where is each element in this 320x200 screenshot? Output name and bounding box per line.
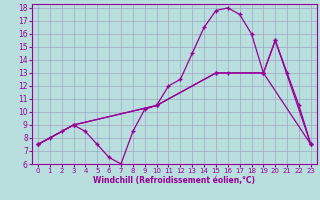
X-axis label: Windchill (Refroidissement éolien,°C): Windchill (Refroidissement éolien,°C): [93, 176, 255, 185]
